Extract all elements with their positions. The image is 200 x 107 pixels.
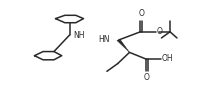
Text: O: O	[138, 9, 144, 18]
Text: O: O	[143, 73, 149, 82]
Polygon shape	[116, 40, 129, 52]
Text: O: O	[156, 27, 162, 36]
Text: OH: OH	[161, 54, 173, 63]
Text: NH: NH	[73, 31, 84, 40]
Text: HN: HN	[98, 35, 109, 44]
